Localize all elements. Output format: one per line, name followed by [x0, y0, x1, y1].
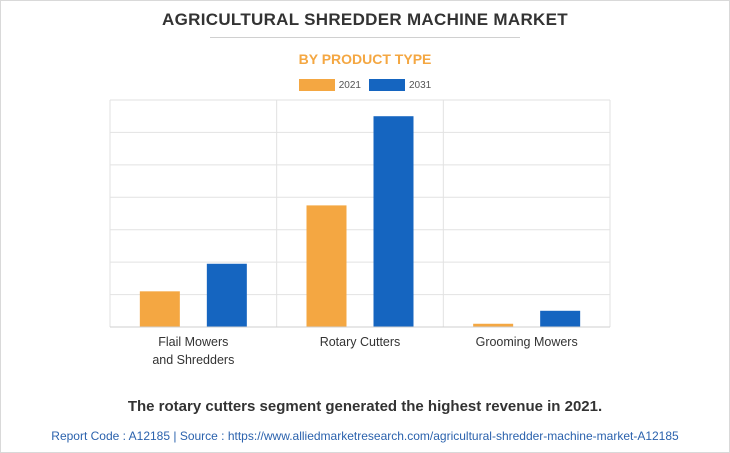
legend-swatch-2021 — [298, 79, 335, 91]
x-tick-label: Flail Mowers — [158, 335, 228, 349]
bar-2021-grooming-mowers — [473, 323, 514, 327]
bar-2021-rotary-cutters — [306, 205, 347, 327]
x-tick-label-line2: and Shredders — [152, 353, 234, 367]
chart-title: AGRICULTURAL SHREDDER MACHINE MARKET — [162, 10, 568, 29]
x-tick-label: Rotary Cutters — [320, 335, 401, 349]
chart-subtitle: BY PRODUCT TYPE — [298, 51, 432, 67]
source-line: Report Code : A12185 | Source : https://… — [51, 429, 679, 443]
bar-2031-flail-mowers — [206, 263, 247, 327]
legend-label-2021: 2021 — [338, 79, 361, 91]
x-tick-label: Grooming Mowers — [476, 335, 578, 349]
chart-footnote: The rotary cutters segment generated the… — [127, 398, 603, 415]
bar-2031-grooming-mowers — [540, 310, 581, 327]
bar-2031-rotary-cutters — [373, 116, 414, 327]
title-divider — [210, 37, 520, 38]
bar-2021-flail-mowers — [139, 291, 180, 327]
legend: 2021 2031 — [0, 79, 730, 91]
legend-item-2021: 2021 — [298, 79, 361, 91]
legend-label-2031: 2031 — [409, 79, 432, 91]
legend-item-2031: 2031 — [369, 79, 431, 91]
legend-swatch-2031 — [369, 79, 405, 91]
